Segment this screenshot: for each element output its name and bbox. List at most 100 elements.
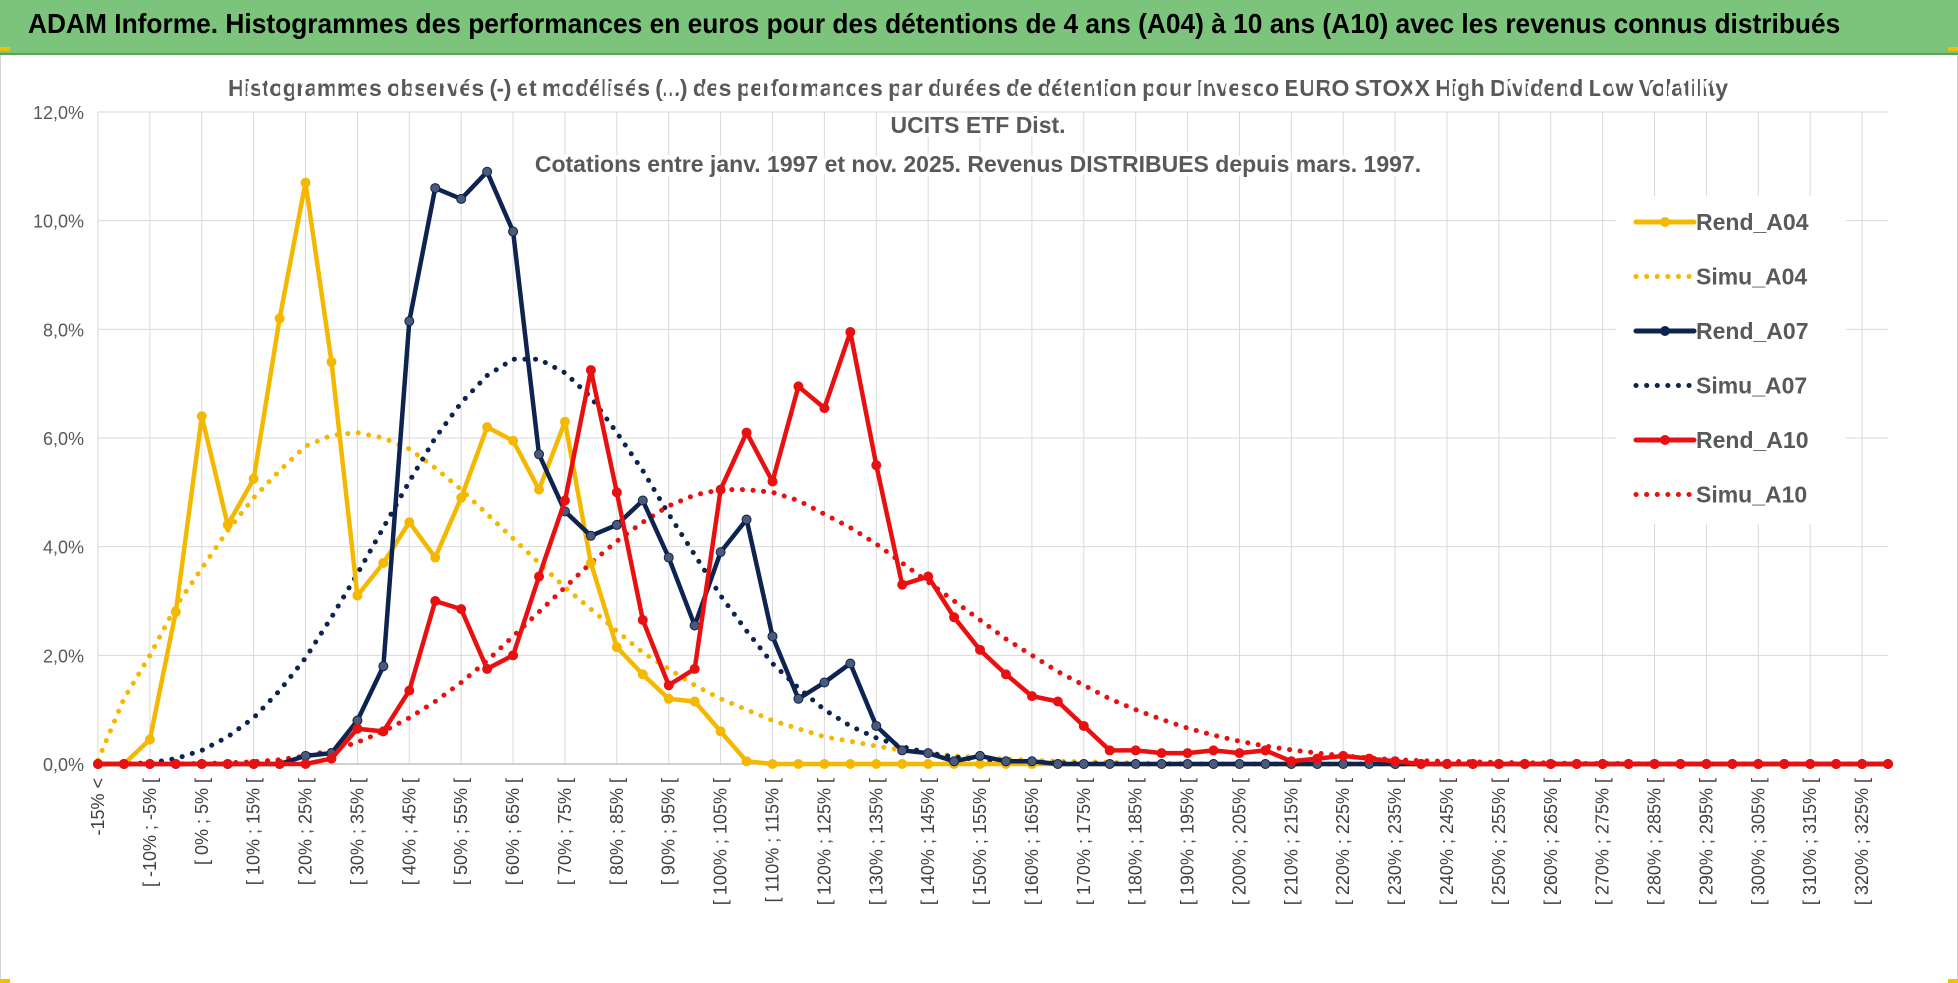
x-tick-label: [ 180% ; 185% [ [1126,778,1146,905]
data-point-rend-a04 [326,356,337,367]
x-tick-label: [ 20% ; 25% [ [296,778,316,885]
legend-label-simu-a10: Simu_A10 [1696,482,1807,508]
corner-mark [1948,979,1958,983]
data-point-rend-a10 [845,327,856,338]
chart-title-line: Cotations entre janv. 1997 et nov. 2025.… [535,151,1421,177]
data-point-rend-a10 [741,427,752,438]
data-point-rend-a04 [352,590,363,601]
data-point-rend-a10 [144,759,155,769]
data-point-rend-a10 [352,723,363,734]
data-point-rend-a10 [1078,720,1089,731]
data-point-rend-a07 [1234,759,1245,769]
data-point-rend-a10 [300,759,311,769]
chart-title-line: UCITS ETF Dist. [890,112,1065,138]
data-point-rend-a10 [1701,759,1712,769]
corner-mark [0,979,10,983]
x-tick-label: [ 130% ; 135% [ [866,778,886,905]
data-point-rend-a10 [534,571,545,582]
data-point-rend-a10 [1234,748,1245,759]
x-tick-label: [ 90% ; 95% [ [659,778,679,885]
y-tick-label: 8,0% [43,320,84,340]
data-point-rend-a10 [637,615,648,626]
data-point-rend-a07 [508,226,519,237]
data-point-rend-a07 [871,720,882,731]
data-point-rend-a10 [611,487,622,498]
x-tick-label: [ 290% ; 295% [ [1696,778,1716,905]
legend-label-rend-a04: Rend_A04 [1696,209,1809,235]
data-point-rend-a04 [585,557,596,568]
data-point-rend-a07 [663,552,674,563]
data-point-rend-a07 [637,495,648,506]
x-tick-label: [ 40% ; 45% [ [399,778,419,885]
data-point-rend-a10 [170,759,181,769]
data-point-rend-a10 [222,759,233,769]
data-point-rend-a07 [767,631,778,642]
data-point-rend-a07 [897,745,908,756]
legend-marker-rend-a10 [1660,435,1670,445]
data-point-rend-a07 [1052,759,1063,769]
x-tick-label: [ 320% ; 325% [ [1852,778,1872,905]
x-tick-label: [ 200% ; 205% [ [1229,778,1249,905]
data-point-rend-a07 [715,547,726,558]
data-point-rend-a04 [793,759,804,769]
data-point-rend-a10 [1182,748,1193,759]
data-point-rend-a10 [274,759,285,769]
data-point-rend-a10 [1779,759,1790,769]
x-tick-label: [ 310% ; 315% [ [1800,778,1820,905]
chart-title-line: Histogrammes observés (-) et modélisés (… [228,75,1728,101]
chart-grid [97,111,1888,765]
data-point-rend-a10 [1805,759,1816,769]
data-point-rend-a10 [1571,759,1582,769]
legend-label-simu-a04: Simu_A04 [1696,264,1807,290]
data-point-rend-a04 [248,473,259,484]
data-point-rend-a10 [1390,756,1401,767]
x-tick-label: [ 10% ; 15% [ [244,778,264,885]
data-point-rend-a04 [456,492,467,503]
data-point-rend-a10 [1130,745,1141,756]
data-point-rend-a10 [93,759,103,769]
x-tick-label: [ 140% ; 145% [ [918,778,938,905]
data-point-rend-a10 [1727,759,1738,769]
data-point-rend-a07 [975,750,986,761]
data-point-rend-a10 [871,460,882,471]
data-point-rend-a10 [663,680,674,691]
data-point-rend-a07 [1260,759,1271,769]
data-point-rend-a07 [1104,759,1115,769]
x-tick-label: [ 30% ; 35% [ [347,778,367,885]
x-tick-label: [ 110% ; 115% [ [762,778,782,902]
x-tick-label: [ 270% ; 275% [ [1593,778,1613,905]
data-point-rend-a07 [1078,759,1089,769]
data-point-rend-a07 [430,183,441,194]
data-point-rend-a10 [767,476,778,487]
data-point-rend-a10 [1441,759,1452,769]
data-point-rend-a10 [1857,759,1868,769]
series-line-rend-a10 [95,329,1891,767]
data-point-rend-a04 [715,726,726,737]
y-tick-label: 4,0% [43,538,84,558]
chart-title: Histogrammes observés (-) et modélisés (… [224,71,1732,181]
data-point-rend-a07 [1130,759,1141,769]
data-point-rend-a07 [819,677,830,688]
data-point-rend-a04 [559,416,570,427]
data-point-rend-a04 [144,734,155,745]
data-point-rend-a04 [170,606,181,617]
data-point-rend-a10 [456,604,467,615]
data-point-rend-a10 [793,381,804,392]
y-tick-label: 12,0% [33,103,84,123]
data-point-rend-a07 [689,620,700,631]
data-point-rend-a07 [741,514,752,525]
data-point-rend-a07 [1156,759,1167,769]
data-point-rend-a07 [456,193,467,204]
y-tick-label: 6,0% [43,429,84,449]
data-point-rend-a10 [508,650,519,661]
data-point-rend-a10 [1883,759,1893,769]
data-point-rend-a10 [1208,745,1219,756]
data-point-rend-a04 [508,435,519,446]
x-tick-label: [ 0% ; 5% [ [192,778,212,865]
data-point-rend-a07 [1000,756,1011,767]
data-point-rend-a04 [819,759,830,769]
data-point-rend-a10 [1052,696,1063,707]
data-point-rend-a04 [430,552,441,563]
data-point-rend-a10 [196,759,207,769]
data-point-rend-a10 [1104,745,1115,756]
